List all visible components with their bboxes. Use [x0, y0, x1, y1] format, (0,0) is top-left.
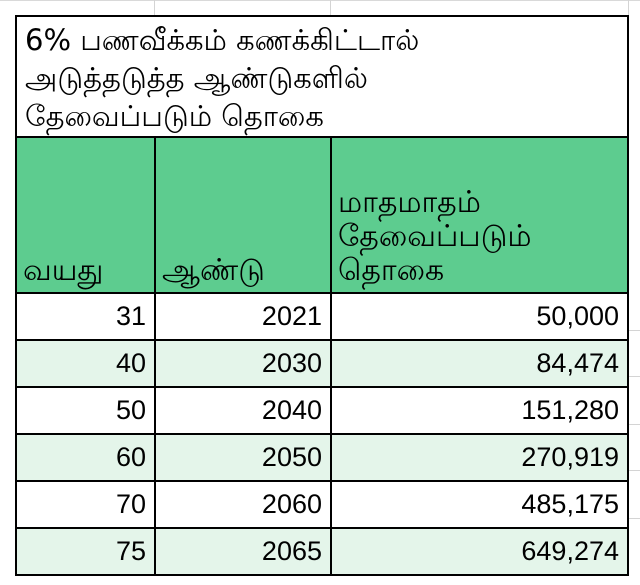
sheet-row-divider	[628, 376, 640, 377]
cell-age[interactable]: 75	[15, 527, 156, 576]
header-row: வயது ஆண்டு மாதமாதம் தேவைப்படும் தொகை	[15, 136, 629, 294]
cell-amount[interactable]: 50,000	[330, 292, 629, 341]
cell-year[interactable]: 2040	[154, 386, 332, 435]
sheet-column-divider	[330, 0, 331, 16]
header-cell-amount[interactable]: மாதமாதம் தேவைப்படும் தொகை	[330, 136, 629, 294]
table-row: 60 2050 270,919	[15, 433, 629, 482]
cell-age[interactable]: 50	[15, 386, 156, 435]
cell-amount[interactable]: 84,474	[330, 339, 629, 388]
sheet-row-divider	[628, 518, 640, 519]
cell-year[interactable]: 2060	[154, 480, 332, 529]
inflation-table: 6% பணவீக்கம் கணக்கிட்டால் அடுத்தடுத்த ஆண…	[15, 15, 629, 576]
table-row: 50 2040 151,280	[15, 386, 629, 435]
cell-year[interactable]: 2021	[154, 292, 332, 341]
cell-age[interactable]: 60	[15, 433, 156, 482]
table-title-line: 6% பணவீக்கம் கணக்கிட்டால்	[25, 23, 420, 57]
table-row: 40 2030 84,474	[15, 339, 629, 388]
header-label-age: வயது	[23, 253, 104, 288]
sheet-row-divider	[628, 330, 640, 331]
cell-year[interactable]: 2050	[154, 433, 332, 482]
header-label-amount-line: தொகை	[338, 253, 445, 288]
sheet-column-divider	[628, 0, 629, 16]
header-label-amount-line: தேவைப்படும்	[338, 219, 532, 254]
sheet-row-divider	[628, 470, 640, 471]
cell-amount[interactable]: 649,274	[330, 527, 629, 576]
cell-amount[interactable]: 270,919	[330, 433, 629, 482]
header-cell-age[interactable]: வயது	[15, 136, 156, 294]
cell-year[interactable]: 2030	[154, 339, 332, 388]
cell-amount[interactable]: 485,175	[330, 480, 629, 529]
table-title-cell[interactable]: 6% பணவீக்கம் கணக்கிட்டால் அடுத்தடுத்த ஆண…	[15, 15, 629, 138]
header-label-year: ஆண்டு	[162, 253, 265, 288]
header-label-amount-line: மாதமாதம்	[338, 185, 481, 220]
table-title-line: அடுத்தடுத்த ஆண்டுகளில்	[25, 61, 368, 95]
sheet-row-divider	[628, 424, 640, 425]
table-row: 75 2065 649,274	[15, 527, 629, 576]
cell-age[interactable]: 31	[15, 292, 156, 341]
table-row: 70 2060 485,175	[15, 480, 629, 529]
cell-year[interactable]: 2065	[154, 527, 332, 576]
header-cell-year[interactable]: ஆண்டு	[154, 136, 332, 294]
cell-age[interactable]: 70	[15, 480, 156, 529]
table-row: 31 2021 50,000	[15, 292, 629, 341]
table-title-line: தேவைப்படும் தொகை	[25, 99, 324, 133]
cell-age[interactable]: 40	[15, 339, 156, 388]
sheet-column-divider	[154, 0, 155, 16]
cell-amount[interactable]: 151,280	[330, 386, 629, 435]
title-row: 6% பணவீக்கம் கணக்கிட்டால் அடுத்தடுத்த ஆண…	[15, 15, 629, 138]
